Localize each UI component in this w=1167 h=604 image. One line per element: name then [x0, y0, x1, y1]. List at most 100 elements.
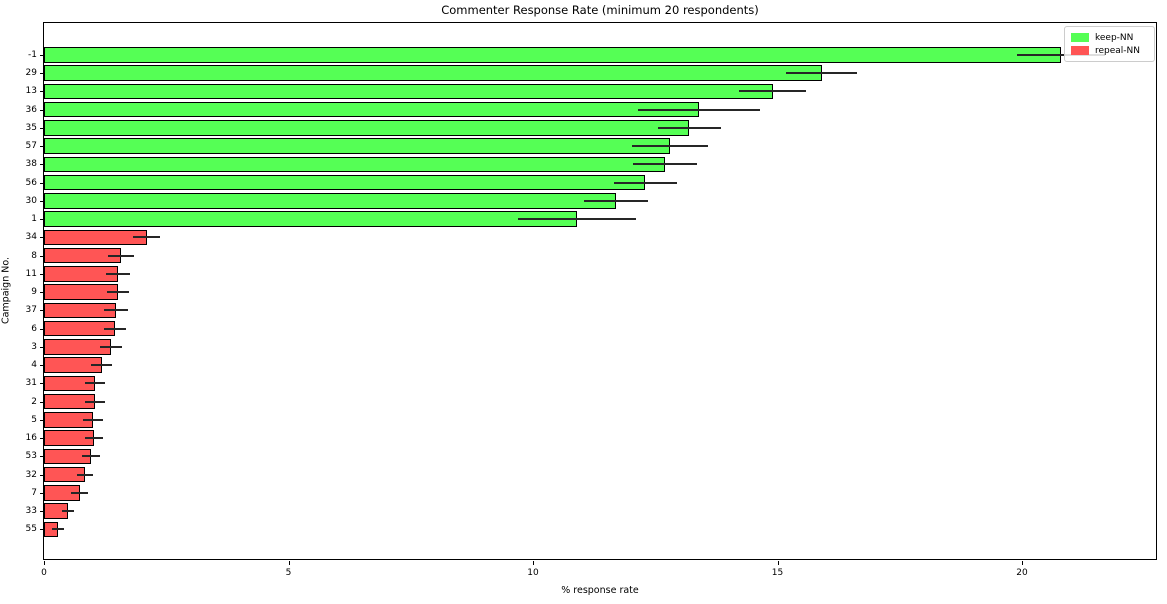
bar-57 — [44, 138, 670, 154]
error-bar-7 — [71, 491, 88, 494]
x-tick-label-10: 10 — [527, 568, 539, 578]
y-tick-mark — [40, 346, 44, 348]
bar-34 — [44, 229, 147, 246]
error-bar-6 — [104, 327, 126, 330]
y-tick-label-3: 3 — [31, 341, 37, 352]
y-tick-mark — [40, 292, 44, 294]
y-tick-label-29: 29 — [25, 68, 37, 79]
error-bar-1 — [518, 218, 636, 221]
x-tick-label-5: 5 — [285, 568, 292, 578]
y-tick-mark — [40, 383, 44, 385]
bar-29 — [44, 65, 822, 81]
error-bar-36 — [638, 108, 761, 111]
error-bar-8 — [107, 254, 134, 257]
bar-1 — [44, 211, 577, 227]
error-bar-57 — [632, 145, 708, 148]
y-tick-label-34: 34 — [25, 232, 37, 243]
chart-title: Commenter Response Rate (minimum 20 resp… — [441, 3, 759, 17]
legend-label: repeal-NN — [1095, 45, 1141, 56]
y-tick-label-38: 38 — [25, 159, 37, 170]
legend-swatch-icon — [1071, 46, 1089, 55]
error-bar-34 — [133, 236, 160, 239]
error-bar-53 — [82, 455, 100, 458]
x-tick-mark — [1022, 561, 1023, 565]
bar-56 — [44, 174, 646, 191]
bar-30 — [44, 193, 617, 209]
error-bar-16 — [84, 437, 104, 440]
y-tick-mark — [40, 146, 44, 148]
legend-swatch-icon — [1071, 33, 1089, 42]
y-tick-mark — [40, 328, 44, 330]
bar--1 — [44, 47, 1062, 63]
y-tick-label-53: 53 — [25, 451, 37, 462]
legend: keep-NN repeal-NN — [1064, 26, 1155, 62]
error-bar-56 — [613, 181, 678, 184]
x-tick-label-15: 15 — [771, 568, 784, 578]
error-bar-30 — [584, 199, 648, 202]
y-tick-label-13: 13 — [25, 86, 37, 97]
error-bar-38 — [632, 163, 698, 166]
y-tick-mark — [40, 219, 44, 221]
error-bar-13 — [738, 90, 807, 93]
legend-label: keep-NN — [1095, 32, 1134, 43]
y-tick-label-1: 1 — [31, 214, 37, 225]
y-tick-mark — [40, 401, 44, 403]
y-tick-mark — [40, 474, 44, 476]
error-bar--1 — [1017, 53, 1106, 56]
y-tick-label-35: 35 — [25, 122, 37, 133]
bar-35 — [44, 120, 690, 136]
y-tick-mark — [40, 529, 44, 531]
error-bar-33 — [61, 510, 75, 513]
error-bar-37 — [104, 309, 128, 312]
error-bar-4 — [91, 364, 112, 367]
y-tick-mark — [40, 127, 44, 129]
y-tick-mark — [40, 456, 44, 458]
y-tick-label-2: 2 — [31, 396, 37, 407]
y-tick-mark — [40, 91, 44, 93]
y-tick-label-57: 57 — [25, 141, 37, 152]
x-axis-label: % response rate — [561, 585, 639, 596]
y-tick-mark — [40, 73, 44, 75]
error-bar-29 — [786, 72, 857, 75]
error-bar-2 — [85, 400, 105, 403]
y-tick-label-7: 7 — [31, 487, 37, 498]
y-tick-mark — [40, 200, 44, 202]
y-tick-mark — [40, 310, 44, 312]
bar-38 — [44, 156, 666, 173]
y-tick-mark — [40, 492, 44, 494]
x-tick-mark — [533, 561, 534, 565]
x-tick-label-0: 0 — [41, 568, 47, 578]
bar-13 — [44, 83, 773, 100]
error-bar-9 — [107, 291, 129, 294]
y-tick-mark — [40, 255, 44, 257]
error-bar-5 — [83, 418, 103, 421]
y-tick-label-8: 8 — [31, 250, 37, 261]
y-tick-label-31: 31 — [25, 378, 37, 389]
y-tick-label-33: 33 — [25, 506, 37, 517]
error-bar-55 — [52, 528, 65, 531]
y-tick-label-32: 32 — [25, 469, 37, 480]
y-tick-label-16: 16 — [25, 433, 37, 444]
y-tick-mark — [40, 109, 44, 111]
y-tick-label-36: 36 — [25, 104, 37, 115]
y-tick-mark — [40, 54, 44, 56]
y-tick-label-9: 9 — [31, 287, 37, 298]
plot-area: -1 29 13 36 35 57 38 56 30 1 34 8 11 9 37 6 3 4 31 2 5 16 53 32… — [26, 22, 1157, 578]
error-bar-31 — [85, 382, 105, 385]
y-tick-label-5: 5 — [31, 414, 37, 425]
x-tick-label-20: 20 — [1016, 568, 1028, 578]
y-tick-label-11: 11 — [25, 268, 37, 279]
legend-entry-repeal-NN: repeal-NN — [1071, 44, 1148, 57]
bar-36 — [44, 101, 700, 118]
x-tick-mark — [288, 561, 290, 565]
y-tick-mark — [40, 164, 44, 166]
y-tick-label-6: 6 — [31, 323, 37, 334]
y-tick-label-30: 30 — [25, 195, 37, 206]
y-tick-mark — [40, 365, 44, 367]
error-bar-35 — [657, 126, 722, 129]
y-tick-mark — [40, 419, 44, 421]
y-tick-label-56: 56 — [25, 177, 37, 188]
error-bar-3 — [100, 345, 122, 348]
y-tick-label-37: 37 — [25, 305, 37, 316]
